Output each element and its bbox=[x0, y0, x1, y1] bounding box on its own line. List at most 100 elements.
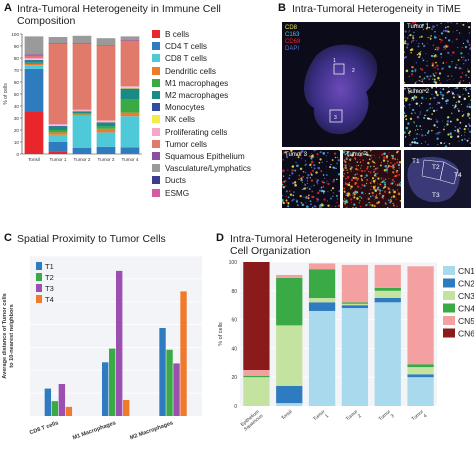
legend-a-swatch bbox=[152, 42, 160, 51]
legend-a-esmg: ESMG bbox=[152, 188, 189, 199]
chart-d-bar-epithelium-squamous-cn6 bbox=[243, 262, 270, 370]
chart-c-bar-m1-macrophages-t2 bbox=[109, 348, 116, 416]
legend-a-swatch bbox=[152, 30, 160, 38]
stain-c163: C163 bbox=[285, 32, 300, 38]
legend-a-swatch bbox=[152, 91, 160, 99]
chart-d-bar-tumor-1-cn3 bbox=[308, 298, 336, 303]
legend-a-ducts: Ducts bbox=[152, 176, 186, 186]
chart-a-bar-tonsil-nk-cells bbox=[24, 59, 44, 60]
chart-a-bar-tumor-1-vasculature-lymphatics bbox=[48, 37, 68, 43]
chart-c-bar-m2-macrophages-t4 bbox=[180, 291, 187, 416]
chart-d-bar-tonsil-cn4 bbox=[276, 277, 303, 326]
chart-a-ytick: 40 bbox=[14, 104, 20, 109]
chart-d-bar-tumor-4-cn1 bbox=[407, 377, 434, 406]
chart-d-ytick: 40 bbox=[231, 346, 237, 352]
stain-cd68: CD68 bbox=[285, 39, 301, 45]
legend-a-label: Proliferating cells bbox=[165, 127, 228, 137]
legend-a-swatch bbox=[152, 115, 160, 124]
inset4-speckle bbox=[343, 150, 401, 208]
legend-a-m1-macrophages: M1 macrophages bbox=[152, 78, 228, 89]
chart-a-bar-tonsil-vasculature-lymphatics bbox=[24, 36, 44, 55]
chart-a-bar-tumor-3-squamous-epithelium bbox=[96, 45, 116, 46]
chart-c-bar-cd8-t-cells-t3 bbox=[58, 384, 66, 416]
chart-d-bar-tumor-4-cn4 bbox=[407, 364, 434, 368]
chart-a-bar-tumor-2-nk-cells bbox=[72, 110, 92, 112]
chart-a-bar-tumor-4-tumor-cells bbox=[120, 40, 140, 87]
chart-c-ylabel-1: Average distance of Tumor cells bbox=[2, 293, 8, 379]
chart-c-ylabel-2: to 10-nearest neighbors bbox=[9, 304, 15, 367]
chart-a-bar-tumor-3-m1-macrophages bbox=[96, 126, 116, 129]
legend-c-label-t2: T2 bbox=[45, 273, 54, 282]
chart-d-xtick: Tumor4 bbox=[411, 409, 429, 427]
chart-a-bar-tonsil-dendritic-cells bbox=[24, 64, 44, 66]
legend-a-label: Tumor cells bbox=[165, 139, 208, 149]
chart-a-bar-tumor-4-vasculature-lymphatics bbox=[120, 36, 140, 40]
chart-d-ytick: 20 bbox=[231, 375, 237, 381]
chart-d-bar-tumor-3-cn3 bbox=[374, 290, 401, 298]
chart-d-bar-tumor-4-cn2 bbox=[407, 374, 434, 378]
chart-a-bar-tumor-3-vasculature-lymphatics bbox=[96, 38, 116, 46]
chart-a-bar-tumor-3-cd8-t-cells bbox=[96, 132, 116, 147]
panel-d-title-line2: Cell Organization bbox=[230, 245, 311, 257]
chart-a-xtick: Tonsil bbox=[28, 157, 40, 162]
chart-a-bar-tumor-1-squamous-epithelium bbox=[48, 43, 68, 44]
chart-c-bar-cd8-t-cells-t4 bbox=[65, 406, 73, 416]
legend-c-swatch-t3 bbox=[36, 284, 42, 292]
chart-d-bar-tumor-1-cn4 bbox=[308, 269, 336, 298]
chart-d-bar-epithelium-squamous-cn4 bbox=[243, 375, 270, 378]
chart-a-bar-tumor-2-m2-macrophages bbox=[72, 112, 92, 114]
chart-a-bar-tumor-4-cd8-t-cells bbox=[120, 116, 140, 148]
chart-a-ytick: 50 bbox=[14, 92, 20, 97]
legend-c-swatch-t2 bbox=[36, 273, 42, 281]
chart-d-bar-tumor-1-cn1 bbox=[308, 310, 336, 406]
chart-a-bar-tumor-2-cd8-t-cells bbox=[72, 115, 92, 148]
chart-a-bar-tonsil-cd4-t-cells bbox=[24, 68, 44, 112]
chart-a-bar-tumor-4-squamous-epithelium bbox=[120, 40, 140, 41]
region-number-3: 3 bbox=[334, 115, 337, 121]
inset-tumor-1-label: Tumor 1 bbox=[407, 24, 430, 30]
legend-d-label-cn2: CN2 bbox=[458, 279, 474, 289]
legend-a-vasculature-lymphatics: Vasculature/Lymphatics bbox=[152, 164, 251, 174]
chart-a-ytick: 70 bbox=[14, 68, 20, 73]
legend-d-swatch-cn6 bbox=[443, 328, 455, 338]
legend-a: B cells CD4 T cells CD8 T cells Dendritic c… bbox=[152, 30, 272, 205]
chart-a-bar-tumor-2-vasculature-lymphatics bbox=[72, 35, 92, 43]
legend-d-swatch-cn5 bbox=[443, 316, 455, 325]
legend-a-label: Ducts bbox=[165, 176, 186, 186]
chart-a-bar-tumor-3-m2-macrophages bbox=[96, 122, 116, 127]
tumor-regions-map: T1 T2 T3 T4 bbox=[404, 150, 471, 208]
chart-a-bar-tumor-4-m2-macrophages bbox=[120, 89, 140, 100]
chart-a-bar-tumor-1-dendritic-cells bbox=[48, 132, 68, 135]
legend-a-swatch bbox=[152, 54, 160, 63]
legend-d-swatch-cn1 bbox=[443, 266, 455, 275]
legend-a-dendritic-cells: Dendritic cells bbox=[152, 66, 216, 77]
chart-a-bar-tumor-2-proliferating-cells bbox=[72, 109, 92, 111]
region-number-1: 1 bbox=[333, 58, 336, 64]
legend-a-cd8-t-cells: CD8 T cells bbox=[152, 54, 207, 64]
inset-tumor-3-label: Tumor 3 bbox=[285, 152, 308, 158]
map-label-t4: T4 bbox=[454, 172, 462, 179]
chart-a-bar-tumor-4-nk-cells bbox=[120, 87, 140, 89]
chart-a-bar-tumor-2-cd4-t-cells bbox=[72, 148, 92, 154]
chart-a-ytick: 80 bbox=[14, 56, 20, 61]
chart-d-ylabel: % of cells bbox=[218, 322, 224, 346]
legend-d-swatch-cn3 bbox=[443, 291, 455, 300]
chart-a-bar-tumor-4-cd4-t-cells bbox=[120, 147, 140, 154]
chart-d-bar-epithelium-squamous-cn3 bbox=[243, 377, 270, 406]
chart-d-ytick: 0 bbox=[234, 404, 237, 410]
legend-d-label-cn3: CN3 bbox=[458, 291, 474, 301]
legend-d-label-cn6: CN6 bbox=[458, 329, 474, 339]
chart-d-bar-tumor-4-cn5 bbox=[407, 266, 434, 365]
legend-a-swatch bbox=[152, 127, 160, 136]
chart-d-bar-tumor-3-cn2 bbox=[374, 298, 401, 303]
chart-d-bar-tumor-2-cn2 bbox=[341, 305, 369, 309]
chart-c-bar-m1-macrophages-t1 bbox=[102, 362, 109, 416]
chart-a-xtick: Tumor 3 bbox=[98, 157, 115, 162]
chart-d-bar-tumor-1-cn2 bbox=[308, 302, 336, 311]
legend-a-swatch bbox=[152, 78, 160, 87]
legend-c-swatch-t1 bbox=[36, 262, 42, 270]
chart-d-ytick: 100 bbox=[229, 260, 238, 266]
chart-c-bar-m2-macrophages-t3 bbox=[173, 363, 180, 416]
legend-a-label: M2 macrophages bbox=[165, 91, 229, 100]
legend-a-swatch bbox=[152, 152, 160, 160]
